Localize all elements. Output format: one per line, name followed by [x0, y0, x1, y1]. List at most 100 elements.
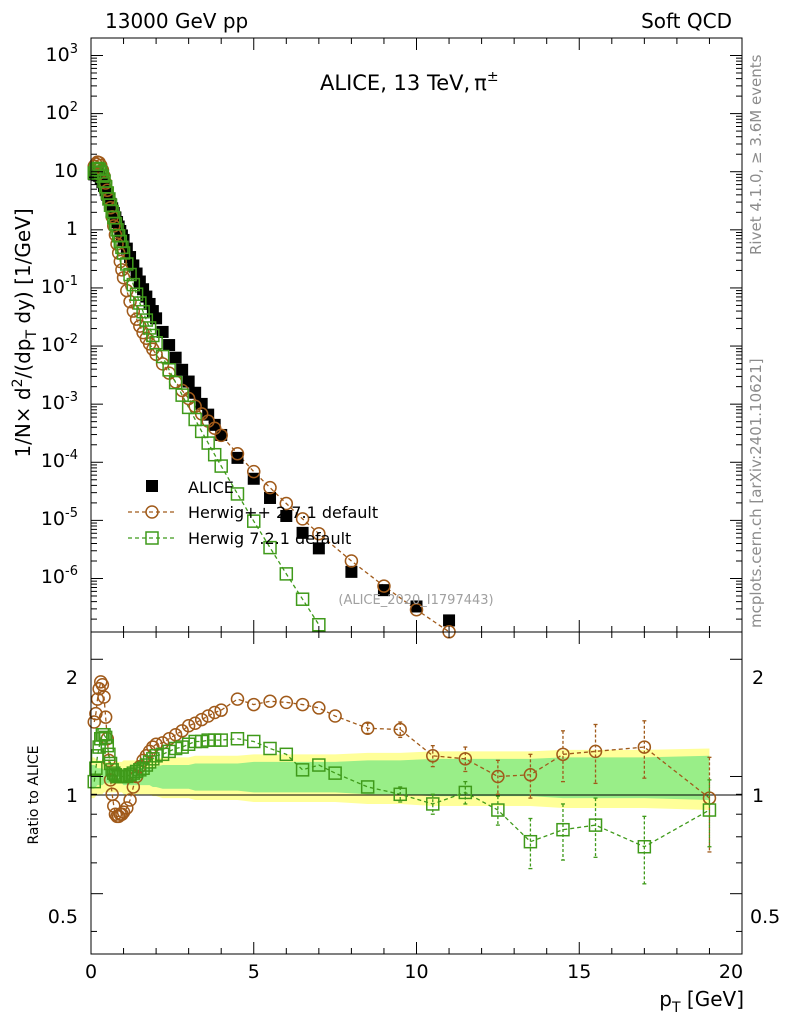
main-point-alice: [182, 375, 195, 388]
main-point-herwig7: [120, 257, 134, 271]
ratio-point-herwigpp: [188, 716, 202, 730]
ratio-point-herwig7: [87, 774, 102, 789]
mcplots-label: mcplots.cern.ch [arXiv:2401.10621]: [747, 358, 765, 628]
ratio-point-herwig7: [97, 727, 111, 742]
ratio-point-herwig7: [637, 839, 652, 854]
y-tick-label-1e-6: 10-6: [41, 564, 78, 588]
main-point-herwigpp: [230, 447, 245, 461]
ratio-line-herwig7: [93, 734, 710, 848]
ratio-point-herwigpp: [458, 752, 473, 766]
main-point-alice: [296, 526, 309, 539]
legend-marker-herwig7: [145, 531, 159, 545]
main-point-alice: [156, 325, 169, 338]
x-tick-label-5: 5: [248, 961, 260, 983]
ratio-point-herwigpp: [279, 695, 294, 710]
ratio-point-herwigpp: [312, 701, 326, 715]
legend-marker-alice: [146, 480, 158, 492]
main-series-layer: [87, 155, 456, 639]
ratio-right-tick-labels: 2 1 0.5: [750, 667, 780, 928]
main-point-herwigpp: [377, 579, 391, 593]
main-point-herwig7: [146, 328, 160, 343]
main-y-ticks: [91, 37, 742, 620]
ratio-point-herwig7: [491, 803, 505, 817]
legend-label-herwig7: Herwig 7.2.1 default: [188, 529, 351, 548]
y-tick-label-0.1: 10-1: [41, 274, 78, 298]
main-point-alice: [120, 242, 133, 255]
ratio-point-herwig7: [102, 747, 116, 762]
ratio-left-tick-labels: 2 1 0.5: [48, 667, 78, 928]
ratio-band-stat: [91, 755, 710, 801]
ratio-point-herwigpp: [295, 697, 310, 712]
x-tick-label-10: 10: [404, 961, 428, 983]
main-point-herwigpp: [312, 526, 326, 541]
ratio-point-herwig7: [214, 733, 228, 747]
ratio-point-herwigpp: [116, 805, 131, 819]
ratio-point-herwigpp: [588, 744, 603, 759]
analysis-reference: (ALICE_2020_I1797443): [338, 593, 493, 608]
main-point-alice: [169, 351, 182, 364]
ratio-point-herwigpp: [491, 769, 505, 784]
main-point-alice: [189, 386, 202, 399]
ratio-tick-label-0.5: 0.5: [48, 906, 78, 928]
x-tick-label-20: 20: [719, 961, 743, 983]
main-point-herwig7: [162, 363, 176, 377]
main-point-herwig7: [133, 296, 147, 310]
main-y-tick-labels: 103 102 10 1 10-1 10-2 10-3 10-4 10-5 10…: [41, 42, 78, 588]
y-tick-label-0.001: 10-3: [41, 390, 78, 414]
main-point-alice: [345, 565, 358, 578]
main-point-herwigpp: [344, 554, 359, 568]
ratio-point-herwig7: [588, 818, 603, 832]
legend: ALICE Herwig++ 2.7.1 default Herwig 7.2.…: [128, 478, 378, 548]
main-point-herwigpp: [214, 428, 228, 443]
ratio-point-herwig7: [312, 758, 326, 772]
ratio-point-herwigpp: [637, 740, 652, 754]
ratio-point-herwigpp: [393, 722, 407, 737]
ratio-point-herwig7: [523, 834, 538, 849]
ratio-point-herwig7: [426, 797, 440, 811]
y-tick-label-1: 1: [66, 218, 78, 240]
ratio-point-herwigpp: [360, 721, 375, 736]
ratio-point-herwigpp: [87, 715, 102, 729]
ratio-panel: 2 1 0.5 2 1 0.5 Ratio to ALICE 0 5 10 15…: [26, 631, 780, 1016]
y-tick-label-1000: 103: [46, 42, 78, 66]
ratio-y-ticks: [91, 658, 742, 932]
y-tick-label-10: 10: [54, 160, 78, 182]
ratio-point-herwigpp: [201, 709, 215, 723]
main-panel: 103 102 10 1 10-1 10-2 10-3 10-4 10-5 10…: [10, 37, 743, 639]
ratio-point-herwig7: [328, 766, 342, 780]
ratio-point-herwigpp: [90, 692, 105, 706]
main-point-alice: [264, 491, 277, 504]
main-point-herwigpp: [247, 464, 261, 479]
ratio-point-herwig7: [458, 785, 473, 800]
x-tick-labels: 0 5 10 15 20: [85, 961, 743, 983]
main-point-herwigpp: [409, 602, 424, 617]
ratio-point-herwigpp: [556, 747, 570, 762]
main-point-herwig7: [155, 349, 170, 364]
main-point-herwig7: [263, 540, 277, 555]
ratio-point-herwigpp: [111, 809, 126, 824]
main-point-alice: [280, 509, 293, 522]
rivet-label: Rivet 4.1.0, ≥ 3.6M events: [747, 54, 765, 255]
main-point-herwig7: [136, 304, 150, 319]
ratio-point-herwigpp: [98, 710, 113, 724]
main-line-herwigpp: [93, 161, 450, 633]
main-point-herwig7: [139, 313, 154, 327]
main-point-herwig7: [279, 567, 294, 581]
ratio-point-herwigpp: [328, 709, 342, 723]
main-point-alice: [163, 339, 176, 352]
x-tick-label-15: 15: [567, 961, 591, 983]
main-point-alice: [215, 428, 228, 441]
ratio-point-herwig7: [100, 738, 115, 753]
ratio-y-axis-title: Ratio to ALICE: [26, 745, 42, 844]
main-point-herwig7: [142, 321, 157, 335]
main-point-alice: [208, 418, 221, 431]
ratio-point-herwig7: [360, 780, 375, 794]
legend-label-herwigpp: Herwig++ 2.7.1 default: [188, 503, 378, 522]
ratio-point-herwigpp: [194, 712, 209, 727]
main-point-herwig7: [214, 459, 228, 473]
header-left: 13000 GeV pp: [105, 9, 248, 33]
main-point-herwig7: [230, 487, 245, 501]
ratio-point-herwig7: [230, 731, 245, 746]
y-tick-label-0.01: 10-2: [41, 332, 78, 356]
main-point-herwigpp: [295, 512, 310, 526]
